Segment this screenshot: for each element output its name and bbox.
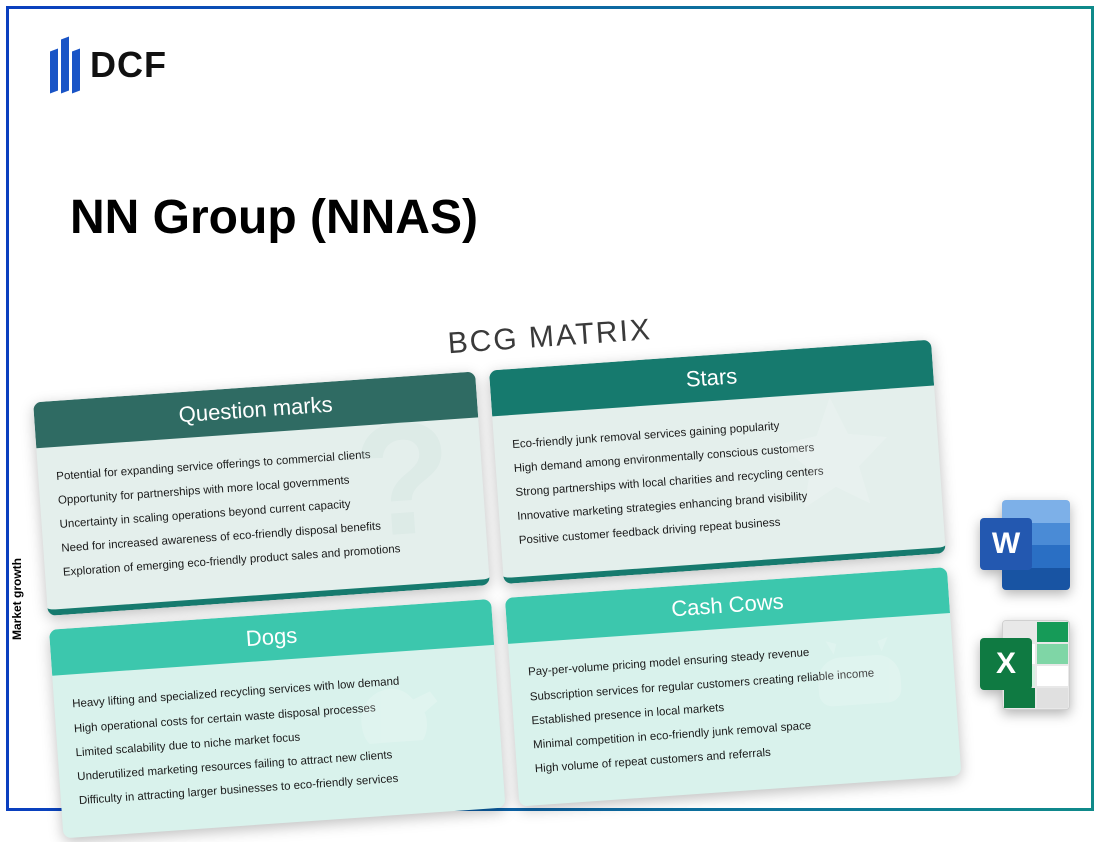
word-icon[interactable]: W: [980, 500, 1070, 590]
quadrant-body: Potential for expanding service offering…: [36, 417, 489, 610]
quadrant-dogs: Dogs Heavy lifting and specialized recyc…: [49, 599, 505, 838]
file-type-icons: W X: [980, 500, 1070, 710]
excel-badge-letter: X: [980, 638, 1032, 690]
word-badge-letter: W: [980, 518, 1032, 570]
excel-icon[interactable]: X: [980, 620, 1070, 710]
quadrant-cash-cows: Cash Cows Pay-per-volume pricing model e…: [505, 568, 961, 807]
quadrant-question-marks: ? Question marks Potential for expanding…: [33, 371, 490, 616]
logo-bars-icon: [50, 38, 80, 92]
matrix-grid: ? Question marks Potential for expanding…: [0, 338, 991, 842]
bcg-matrix: BCG MATRIX ? Question marks Potential fo…: [0, 292, 991, 842]
quadrant-body: Heavy lifting and specialized recycling …: [52, 645, 505, 838]
page-title: NN Group (NNAS): [70, 190, 478, 245]
quadrant-body: Eco-friendly junk removal services gaini…: [492, 386, 945, 579]
quadrant-stars: Stars Eco-friendly junk removal services…: [489, 340, 946, 585]
quadrant-body: Pay-per-volume pricing model ensuring st…: [508, 613, 961, 806]
logo-text: DCF: [90, 44, 167, 86]
dcf-logo: DCF: [50, 38, 167, 92]
